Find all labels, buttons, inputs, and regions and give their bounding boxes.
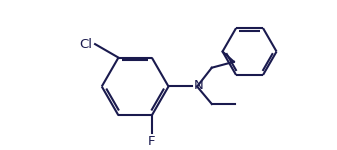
Text: Cl: Cl bbox=[80, 38, 93, 51]
Text: N: N bbox=[193, 79, 203, 92]
Text: F: F bbox=[148, 135, 156, 148]
